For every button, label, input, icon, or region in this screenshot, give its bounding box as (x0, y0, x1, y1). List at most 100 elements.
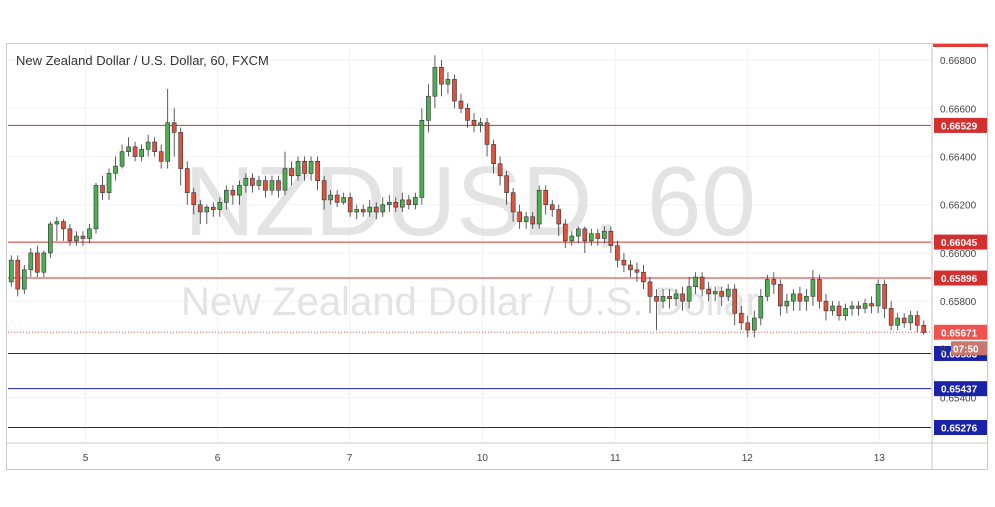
candle-body (452, 79, 457, 102)
candle (738, 305, 744, 331)
candle (764, 274, 770, 302)
candle (484, 117, 490, 157)
candle-body (295, 161, 301, 177)
candle (680, 286, 685, 311)
candle (439, 60, 444, 97)
candle (465, 103, 470, 128)
candle-body (699, 276, 705, 290)
resistance-label-bg (934, 234, 987, 250)
candle-body (778, 283, 783, 307)
candle (530, 211, 535, 229)
candle-body (224, 189, 229, 203)
candle (184, 161, 190, 205)
candle-body (595, 233, 601, 239)
candle-body (556, 209, 562, 225)
candle (41, 250, 47, 278)
candle (869, 296, 874, 314)
candle (100, 175, 105, 200)
watermark-symbol: NZDUSD, 60 (184, 146, 756, 256)
candle-body (315, 161, 320, 181)
candle-body (393, 202, 399, 208)
candle (660, 289, 666, 309)
candle (849, 301, 855, 316)
candle (921, 320, 927, 335)
candle-body (347, 197, 353, 213)
candle-body (764, 279, 770, 297)
candle (615, 240, 620, 268)
candle-body (608, 230, 614, 247)
candle (386, 195, 392, 212)
resistance-label: 0.65896 (941, 274, 978, 285)
candle (667, 289, 672, 309)
candle-body (276, 180, 281, 191)
y-tick-labels: 0.66800 0.66600 0.66400 0.66200 0.66000 0.658… (940, 56, 977, 405)
candle-body (80, 235, 86, 239)
candle (693, 272, 698, 294)
candle-body (791, 293, 796, 302)
candle-body (334, 194, 340, 203)
candle (504, 170, 509, 205)
candle (810, 269, 816, 306)
candle (862, 298, 868, 314)
candle-body (256, 180, 262, 186)
candle-body (654, 296, 659, 302)
candle (575, 226, 581, 244)
candle-body (745, 322, 751, 331)
x-tick-label: 10 (477, 453, 489, 464)
candle-body (217, 202, 223, 210)
candle-body (673, 293, 679, 300)
candle (341, 192, 346, 205)
resistance-label: 0.66529 (941, 121, 978, 132)
candle-body (191, 192, 197, 206)
candle (536, 185, 542, 229)
candle-body (888, 308, 894, 326)
candle-body (184, 168, 190, 193)
chart-frame (6, 43, 988, 470)
candle-body (354, 209, 360, 213)
candle (413, 192, 418, 210)
candle-body (914, 315, 920, 326)
candle-body (113, 165, 118, 174)
resistance-label-bg (934, 270, 987, 286)
candle-body (178, 132, 184, 169)
candle-body (119, 151, 125, 167)
candle-body (497, 163, 503, 177)
candle-body (139, 148, 144, 157)
candle-body (725, 288, 731, 297)
x-tick-label: 5 (83, 453, 89, 464)
candle-body (132, 146, 138, 157)
candle-body (562, 223, 568, 242)
y-tick-label: 0.65800 (940, 297, 977, 308)
candle-body (360, 209, 366, 213)
candle-body (882, 283, 887, 309)
y-tick-label: 0.66400 (940, 152, 977, 163)
countdown-prefix: 0 (940, 344, 946, 355)
candle-body (738, 312, 744, 324)
candle (400, 192, 405, 212)
candle-body (432, 66, 438, 97)
candle-body (517, 211, 522, 222)
candle-body (152, 141, 157, 152)
candle-body (54, 221, 60, 225)
candle-body (862, 303, 868, 309)
candle-body (901, 317, 907, 324)
candle (354, 204, 360, 220)
candle-body (784, 300, 790, 307)
candle (334, 190, 340, 208)
candle (21, 264, 27, 294)
candle-body (400, 199, 405, 208)
candle-body (145, 141, 151, 150)
candle (914, 310, 920, 333)
candle-body (849, 305, 855, 309)
candle-body (439, 66, 444, 85)
candle-body (641, 271, 646, 283)
candle-body (406, 199, 412, 206)
x-tick-label: 12 (742, 453, 754, 464)
candle (48, 221, 53, 258)
candle-body (35, 252, 40, 273)
candle-body (158, 151, 164, 162)
resistance-label: 0.66045 (941, 238, 978, 249)
candle-body (61, 221, 66, 230)
candle (367, 199, 373, 217)
